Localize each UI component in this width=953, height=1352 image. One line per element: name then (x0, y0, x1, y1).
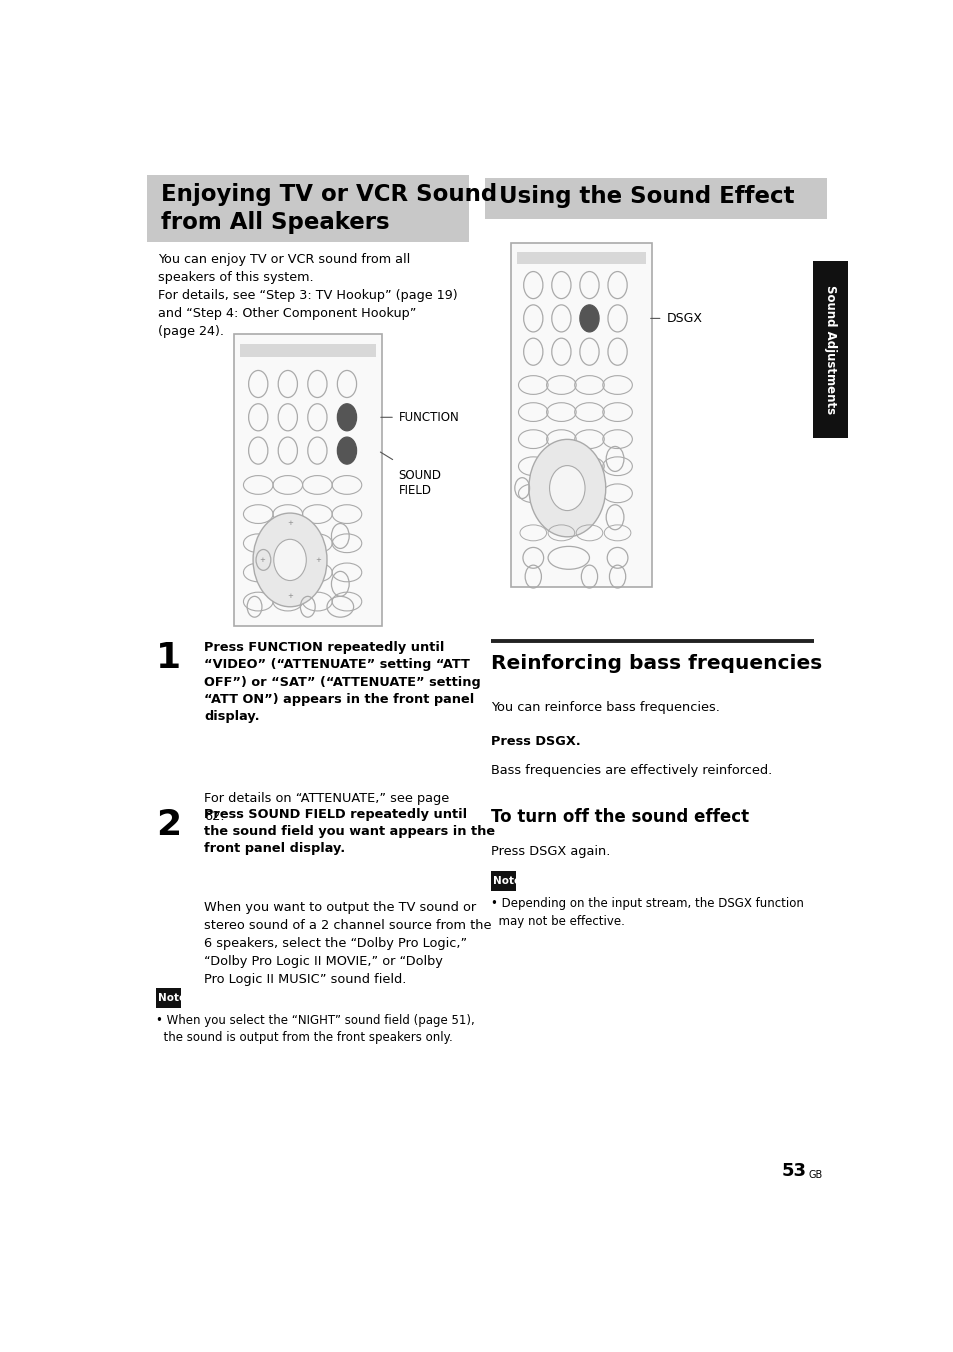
Text: 53: 53 (781, 1163, 806, 1180)
Text: When you want to output the TV sound or
stereo sound of a 2 channel source from : When you want to output the TV sound or … (204, 902, 491, 987)
FancyBboxPatch shape (485, 178, 826, 219)
Text: You can enjoy TV or VCR sound from all
speakers of this system.
For details, see: You can enjoy TV or VCR sound from all s… (157, 253, 456, 338)
Text: For details on “ATTENUATE,” see page
62.: For details on “ATTENUATE,” see page 62. (204, 792, 449, 823)
Text: Press FUNCTION repeatedly until
“VIDEO” (“ATTENUATE” setting “ATT
OFF”) or “SAT”: Press FUNCTION repeatedly until “VIDEO” … (204, 641, 480, 723)
Text: Note: Note (158, 992, 187, 1003)
Text: Using the Sound Effect: Using the Sound Effect (498, 185, 793, 208)
FancyBboxPatch shape (812, 261, 847, 438)
Text: You can reinforce bass frequencies.: You can reinforce bass frequencies. (491, 702, 720, 714)
Text: Bass frequencies are effectively reinforced.: Bass frequencies are effectively reinfor… (491, 764, 772, 777)
FancyBboxPatch shape (147, 174, 469, 242)
Ellipse shape (253, 512, 327, 607)
Text: Enjoying TV or VCR Sound
from All Speakers: Enjoying TV or VCR Sound from All Speake… (160, 183, 497, 234)
Text: • Depending on the input stream, the DSGX function
  may not be effective.: • Depending on the input stream, the DSG… (491, 898, 803, 927)
Text: +: + (258, 557, 265, 562)
Ellipse shape (337, 437, 356, 464)
Text: To turn off the sound effect: To turn off the sound effect (491, 807, 748, 826)
FancyBboxPatch shape (156, 988, 180, 1007)
Text: Press DSGX again.: Press DSGX again. (491, 845, 610, 859)
Text: 2: 2 (156, 807, 181, 842)
FancyBboxPatch shape (233, 334, 381, 626)
FancyBboxPatch shape (517, 251, 645, 264)
Text: Note: Note (493, 876, 521, 886)
Ellipse shape (528, 439, 605, 537)
Text: GB: GB (807, 1171, 821, 1180)
Text: Press SOUND FIELD repeatedly until
the sound field you want appears in the
front: Press SOUND FIELD repeatedly until the s… (204, 807, 495, 854)
FancyBboxPatch shape (511, 243, 651, 587)
Text: DSGX: DSGX (665, 312, 701, 324)
Text: +: + (314, 557, 321, 562)
Text: +: + (287, 594, 293, 599)
FancyBboxPatch shape (491, 871, 515, 891)
Ellipse shape (274, 539, 306, 580)
Text: Press DSGX.: Press DSGX. (491, 734, 580, 748)
Text: Reinforcing bass frequencies: Reinforcing bass frequencies (491, 653, 821, 672)
FancyBboxPatch shape (239, 345, 375, 357)
Ellipse shape (337, 404, 356, 431)
Ellipse shape (549, 465, 584, 511)
Text: SOUND
FIELD: SOUND FIELD (398, 469, 441, 498)
Text: +: + (287, 521, 293, 526)
Text: • When you select the “NIGHT” sound field (page 51),
  the sound is output from : • When you select the “NIGHT” sound fiel… (156, 1014, 475, 1044)
Text: FUNCTION: FUNCTION (398, 411, 459, 423)
Text: 1: 1 (156, 641, 181, 675)
Text: Sound Adjustments: Sound Adjustments (823, 285, 836, 414)
Ellipse shape (579, 304, 598, 333)
